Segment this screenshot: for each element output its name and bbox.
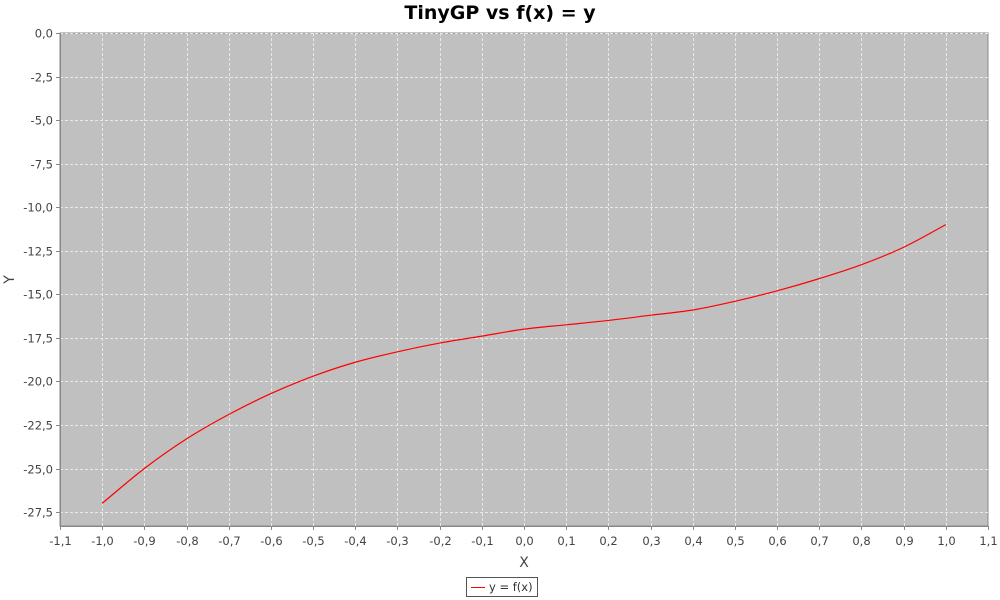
series-layer xyxy=(101,224,947,504)
x-tick-label: -0,5 xyxy=(302,534,324,548)
x-tick-label: -0,8 xyxy=(176,534,198,548)
x-tick-label: -0,1 xyxy=(471,534,493,548)
y-axis-title: Y xyxy=(2,275,18,285)
y-tick-label: -15,0 xyxy=(23,288,53,302)
x-tick-label: -0,9 xyxy=(133,534,155,548)
x-tick-label: 0,2 xyxy=(599,534,617,548)
y-tick-label: -22,5 xyxy=(23,419,53,433)
y-tick-label: -5,0 xyxy=(31,114,53,128)
x-tick-label: -0,4 xyxy=(344,534,366,548)
x-tick-label: 0,7 xyxy=(810,534,828,548)
y-tick-label: -7,5 xyxy=(31,158,53,172)
y-tick-label: -2,5 xyxy=(31,71,53,85)
chart-title: TinyGP vs f(x) = y xyxy=(404,2,596,24)
x-axis-ticks: -1,1 -1,0 -0,9 -0,8 -0,7 -0,6 -0,5 -0,4 -0,3 -0,2… xyxy=(49,526,998,548)
x-tick-label: 0,9 xyxy=(895,534,913,548)
x-tick-label: -0,6 xyxy=(260,534,282,548)
y-tick-label: -20,0 xyxy=(23,375,53,389)
y-tick-label: 0,0 xyxy=(35,27,53,41)
x-tick-label: -0,3 xyxy=(386,534,408,548)
x-tick-label: 0,0 xyxy=(515,534,533,548)
x-tick-label: 0,5 xyxy=(726,534,744,548)
y-tick-label: -27,5 xyxy=(23,506,53,520)
y-axis-ticks: 0,0 -2,5 -5,0 -7,5 -10,0 -12,5 -15,0 -17,5 -20,0… xyxy=(23,27,60,520)
x-tick-label: 0,4 xyxy=(684,534,702,548)
x-tick-label: -0,2 xyxy=(429,534,451,548)
legend-swatch-y-fx xyxy=(471,586,485,588)
series-line-0 xyxy=(101,224,947,504)
x-axis-title: X xyxy=(519,555,529,571)
x-tick-label: -0,7 xyxy=(218,534,240,548)
x-tick-label: 1,1 xyxy=(979,534,997,548)
x-tick-label: 0,6 xyxy=(768,534,786,548)
legend-label-y-fx: y = f(x) xyxy=(489,580,533,594)
x-tick-label: 0,1 xyxy=(557,534,575,548)
legend: y = f(x) xyxy=(466,577,538,597)
y-tick-label: -17,5 xyxy=(23,332,53,346)
y-tick-label: -25,0 xyxy=(23,463,53,477)
x-tick-label: 1,0 xyxy=(937,534,955,548)
grid-lines xyxy=(60,33,988,526)
x-tick-label: 0,3 xyxy=(642,534,660,548)
x-tick-label: -1,0 xyxy=(91,534,113,548)
x-tick-label: -1,1 xyxy=(49,534,71,548)
y-tick-label: -10,0 xyxy=(23,201,53,215)
y-tick-label: -12,5 xyxy=(23,245,53,259)
x-tick-label: 0,8 xyxy=(852,534,870,548)
